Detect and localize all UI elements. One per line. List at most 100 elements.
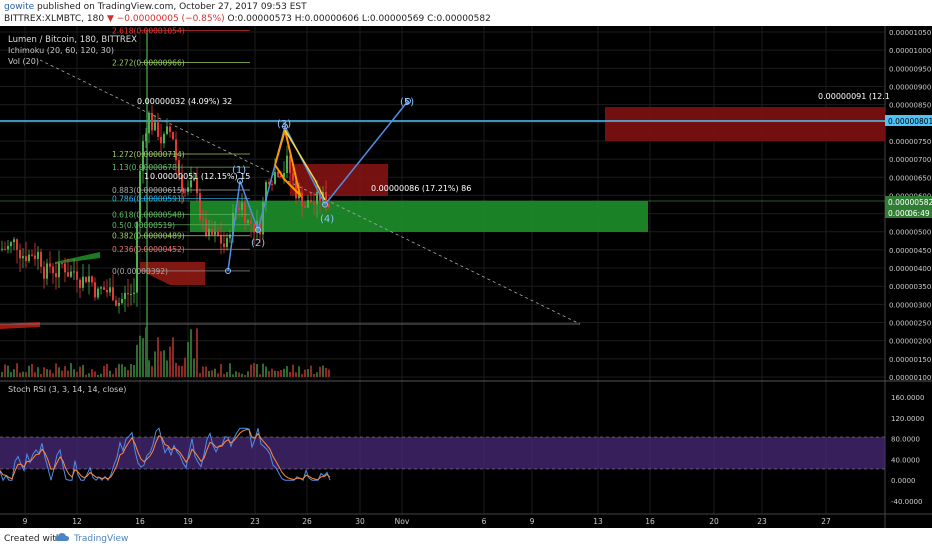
volume-bar: [118, 364, 120, 377]
trend-line: [39, 59, 581, 325]
candle-body: [148, 112, 150, 134]
volume-bar: [52, 373, 54, 377]
candles: [1, 30, 330, 377]
legend-stoch[interactable]: Stoch RSI (3, 3, 14, 14, close): [8, 385, 126, 394]
chart-area[interactable]: 2.618(0.00001054) 2.272(0.00000966) 1.272(…: [0, 26, 932, 528]
candle-body: [112, 287, 114, 301]
rsi-tick: 160.0000: [891, 394, 924, 402]
volume-bar: [145, 327, 147, 377]
time-tick: 16: [135, 517, 145, 526]
candle-body: [115, 300, 117, 306]
price-chart[interactable]: 2.618(0.00001054) 2.272(0.00000966) 1.272(…: [0, 26, 932, 528]
volume-bar: [115, 367, 117, 377]
time-axis[interactable]: 9 12 16 19 23 26 30 Nov 6 9 13 16 20 23 27: [23, 517, 831, 526]
candle-body: [91, 276, 93, 283]
candle-body: [97, 288, 99, 298]
candle-body: [289, 155, 291, 174]
top-measure: 0.00000032 (4.09%) 32: [137, 97, 232, 106]
candle-body: [58, 263, 60, 278]
candle-body: [247, 220, 249, 224]
fibonacci-levels: 2.618(0.00001054) 2.272(0.00000966) 1.272(…: [112, 27, 250, 276]
author-link[interactable]: gowite: [4, 2, 35, 12]
ichimoku-cloud-red: [140, 262, 205, 285]
candle-body: [130, 293, 132, 295]
volume-bar: [88, 373, 90, 377]
wave-label-4: (4): [320, 214, 334, 225]
time-tick: Nov: [395, 517, 410, 526]
rsi-tick: 80.0000: [891, 436, 920, 444]
volume-bar: [256, 364, 258, 377]
price-tick: 0.00000350: [889, 283, 931, 291]
created-label: Created with: [4, 534, 62, 544]
price-change: ▼ −0.00000005 (−0.85%): [106, 14, 225, 24]
volume-bar: [235, 371, 237, 377]
volume-bar: [322, 365, 324, 377]
candle-body: [151, 112, 153, 131]
candle-body: [325, 192, 327, 205]
fib-label: 2.618(0.00001054): [112, 27, 185, 36]
volume-bar: [163, 350, 165, 377]
volume-bar: [142, 338, 144, 377]
volume-bar: [259, 374, 261, 377]
legend-ichimoku[interactable]: Ichimoku (20, 60, 120, 30): [8, 46, 114, 55]
volume-bar: [190, 329, 192, 377]
price-tick: 0.00001050: [889, 29, 931, 37]
candle-body: [40, 251, 42, 267]
volume-bar: [274, 370, 276, 377]
tradingview-logo[interactable]: TradingView: [74, 534, 129, 544]
volume-bar: [76, 371, 78, 377]
volume-bar: [85, 374, 87, 377]
time-tick: 19: [183, 517, 193, 526]
volume-bar: [214, 368, 216, 377]
wave-label-5: (5): [400, 97, 414, 108]
volume-bar: [208, 370, 210, 377]
time-tick: 9: [23, 517, 28, 526]
price-tick: 0.00000250: [889, 320, 931, 328]
volume-bar: [130, 364, 132, 377]
volume-bar: [187, 341, 189, 377]
candle-body: [172, 131, 174, 140]
candle-body: [184, 191, 186, 193]
volume-bar: [268, 371, 270, 377]
rsi-axis[interactable]: 160.0000 120.0000 80.0000 40.0000 0.0000 -40.…: [891, 394, 924, 506]
price-tick: 0.00000450: [889, 247, 931, 255]
legend-vol[interactable]: Vol (20): [8, 57, 39, 66]
candle-body: [202, 218, 204, 220]
candle-body: [220, 235, 222, 244]
price-tick: 0.00000300: [889, 301, 931, 309]
candle-body: [262, 202, 264, 235]
candle-body: [259, 220, 261, 235]
volume-bar: [58, 367, 60, 377]
candle-body: [217, 231, 219, 236]
candle-body: [34, 255, 36, 259]
stoch-k-line: [0, 427, 331, 482]
candle-body: [271, 183, 273, 185]
time-tick: 27: [821, 517, 831, 526]
candle-body: [277, 171, 279, 176]
volume-bar: [262, 363, 264, 377]
candle-body: [64, 263, 66, 273]
volume-bar: [265, 366, 267, 377]
volume-bar: [244, 374, 246, 377]
fib-label: 0(0.00000392): [112, 267, 168, 276]
price-axis[interactable]: 0.00001050 0.00001000 0.00000950 0.00000900…: [889, 29, 931, 382]
volume-bar: [49, 369, 51, 377]
candle-body: [229, 234, 231, 239]
candle-body: [196, 177, 198, 194]
candle-body: [4, 248, 6, 250]
volume-bar: [205, 366, 207, 377]
stoch-d-line: [0, 428, 331, 481]
candle-body: [133, 292, 135, 294]
volume-bar: [127, 370, 129, 377]
rsi-tick: 120.0000: [891, 415, 924, 423]
candle-body: [73, 271, 75, 273]
price-tick: 0.00000950: [889, 65, 931, 73]
volume-bar: [193, 358, 195, 377]
volume-bar: [136, 344, 138, 377]
legend-title: Lumen / Bitcoin, 180, BITTREX: [8, 35, 137, 45]
time-tick: 20: [709, 517, 719, 526]
wave-point: [225, 267, 231, 274]
candle-body: [82, 276, 84, 288]
last-price-badge: [885, 196, 932, 207]
volume-bar: [73, 369, 75, 377]
